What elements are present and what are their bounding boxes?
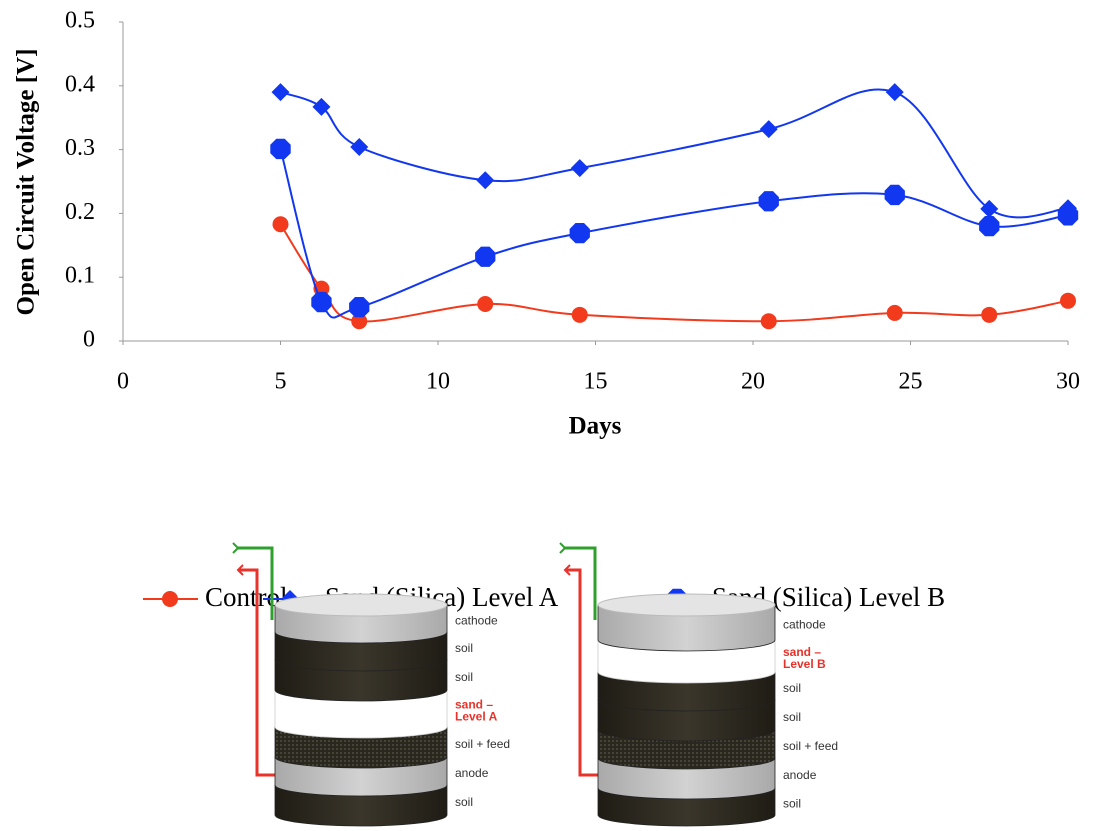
layer xyxy=(597,699,776,742)
x-tick-label: 10 xyxy=(426,369,450,395)
marker xyxy=(884,184,905,206)
series-line xyxy=(279,148,1069,319)
layer-label: cathode xyxy=(455,614,498,628)
layer-label: soil xyxy=(455,641,473,655)
marker xyxy=(350,138,369,157)
wires-left xyxy=(232,542,275,777)
layer-label: soil + feed xyxy=(783,739,838,753)
x-tick-label: 5 xyxy=(275,369,287,395)
layer xyxy=(597,757,776,800)
layer-label: cathode xyxy=(783,618,826,632)
layer-label: soil xyxy=(783,710,801,724)
layer-label: soil xyxy=(455,670,473,684)
marker xyxy=(270,138,291,160)
layer xyxy=(597,604,776,652)
marker xyxy=(477,295,494,312)
layer xyxy=(274,689,448,739)
y-tick-label: 0.5 xyxy=(65,8,95,34)
marker xyxy=(312,97,331,116)
marker xyxy=(885,83,904,102)
y-tick-label: 0 xyxy=(83,327,95,353)
x-tick-label: 20 xyxy=(741,369,765,395)
layer xyxy=(274,659,448,702)
marker xyxy=(569,223,590,244)
marker xyxy=(349,297,370,318)
y-tick-label: 0.4 xyxy=(65,71,95,97)
marker xyxy=(886,304,903,321)
marker xyxy=(571,306,588,323)
marker xyxy=(475,246,496,267)
series-line xyxy=(279,223,1069,323)
marker xyxy=(311,291,332,313)
wires-right xyxy=(559,542,598,777)
marker xyxy=(980,199,999,218)
y-tick-label: 0.1 xyxy=(65,263,95,289)
x-tick-label: 15 xyxy=(584,369,608,395)
marker xyxy=(1057,205,1079,226)
marker xyxy=(979,216,1000,237)
layer-label: soil + feed xyxy=(455,737,510,751)
marker xyxy=(271,83,290,102)
marker xyxy=(162,591,178,607)
marker xyxy=(570,159,589,178)
layer xyxy=(274,784,448,827)
layer-label: soil xyxy=(783,681,801,695)
y-tick-label: 0.3 xyxy=(65,135,95,161)
cylinder-top xyxy=(597,593,776,617)
diagrams: cathode soil soil sand – Level A soil + feed a… xyxy=(232,542,838,827)
legend: Control Sand (Silica) Level A Sand (Silica… xyxy=(143,582,945,612)
y-tick-label: 0.2 xyxy=(65,199,95,225)
y-axis-label: Open Circuit Voltage [V] xyxy=(13,49,40,316)
marker xyxy=(760,313,777,330)
cylinder-top xyxy=(274,593,448,617)
marker xyxy=(272,216,289,233)
marker xyxy=(476,171,495,190)
layer-label: sand – Level B xyxy=(783,645,826,671)
layer-label: sand – Level A xyxy=(455,698,498,724)
x-axis-label: Days xyxy=(569,413,622,440)
layer-label: soil xyxy=(783,797,801,811)
marker xyxy=(759,120,778,139)
series-line xyxy=(280,88,1069,219)
x-tick-label: 25 xyxy=(899,369,923,395)
layer xyxy=(274,726,448,769)
layer-label: soil xyxy=(455,795,473,809)
marker xyxy=(758,191,779,212)
layer-label: anode xyxy=(455,766,489,780)
x-tick-label: 30 xyxy=(1056,369,1080,395)
x-tick-label: 0 xyxy=(117,369,129,395)
legend-label: Control xyxy=(205,582,288,612)
layer xyxy=(597,639,776,684)
layer-label: anode xyxy=(783,768,817,782)
marker xyxy=(1060,292,1076,309)
marker xyxy=(981,306,998,323)
